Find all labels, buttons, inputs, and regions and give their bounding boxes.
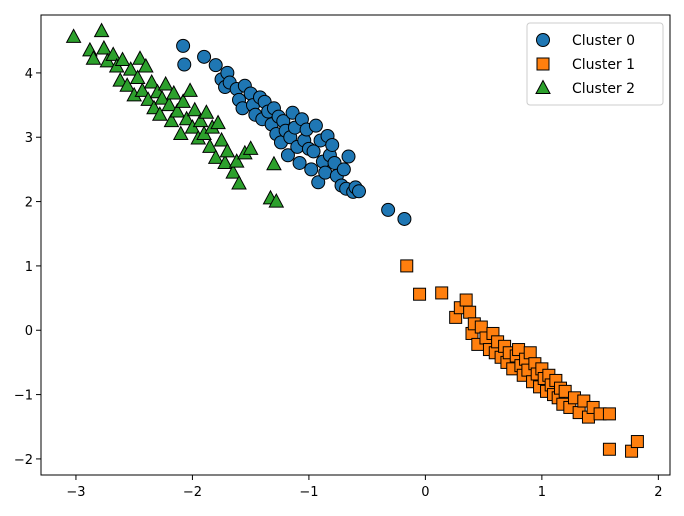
data-point xyxy=(219,142,236,158)
data-point xyxy=(459,293,473,307)
data-point xyxy=(85,50,102,65)
plot-frame xyxy=(40,14,671,476)
data-point xyxy=(129,69,146,85)
data-point xyxy=(474,320,488,334)
data-point xyxy=(151,106,168,121)
y-tick-label: −1 xyxy=(14,389,33,404)
data-point xyxy=(463,305,477,319)
data-point xyxy=(114,51,131,67)
data-point xyxy=(225,164,242,179)
axes: −3 −2 −1 0 1 2 −2 −1 0 1 2 3 4 xyxy=(14,14,671,500)
data-point xyxy=(266,155,282,171)
data-point xyxy=(336,162,351,177)
data-point xyxy=(134,82,151,97)
data-point xyxy=(157,75,174,91)
data-point xyxy=(93,22,110,38)
data-point xyxy=(400,259,414,273)
data-point xyxy=(280,148,295,163)
y-tick-label: 1 xyxy=(25,260,33,275)
data-point xyxy=(169,102,186,118)
data-point xyxy=(175,93,191,108)
data-point xyxy=(217,154,233,169)
data-point xyxy=(325,137,340,152)
data-point xyxy=(132,50,148,65)
series-cluster-0 xyxy=(176,38,412,226)
data-point xyxy=(140,91,157,106)
data-point xyxy=(268,193,285,208)
legend-label: Cluster 0 xyxy=(572,33,635,49)
data-point xyxy=(202,138,218,153)
data-point xyxy=(182,82,198,97)
data-point xyxy=(154,90,170,105)
data-point xyxy=(172,125,189,141)
data-point xyxy=(341,149,356,164)
data-point xyxy=(186,101,203,117)
data-point xyxy=(197,49,212,64)
data-point xyxy=(630,435,644,449)
x-tick-label: −3 xyxy=(66,485,85,500)
y-tick-label: 2 xyxy=(25,196,33,211)
legend-marker-square xyxy=(536,57,550,71)
legend-marker-circle xyxy=(536,33,550,47)
data-point xyxy=(308,118,323,133)
data-point xyxy=(192,112,209,128)
data-point xyxy=(112,72,129,87)
data-point xyxy=(210,114,226,130)
data-point xyxy=(119,77,136,92)
x-tick-label: 1 xyxy=(538,485,546,500)
data-point xyxy=(177,57,192,72)
series-cluster-1 xyxy=(400,259,644,458)
data-point xyxy=(523,346,537,360)
data-point xyxy=(137,57,154,73)
data-point xyxy=(231,175,247,190)
data-point xyxy=(96,39,112,55)
data-point xyxy=(65,28,82,43)
data-point xyxy=(435,286,449,300)
data-point xyxy=(213,131,230,147)
y-tick-label: −2 xyxy=(14,453,33,468)
y-tick-label: 4 xyxy=(25,67,33,82)
series-cluster-2 xyxy=(65,22,285,208)
data-point xyxy=(208,58,223,73)
y-tick-label: 0 xyxy=(25,324,33,339)
data-point xyxy=(242,140,259,155)
data-point xyxy=(105,46,122,61)
data-point xyxy=(311,175,326,190)
legend-label: Cluster 1 xyxy=(572,57,635,73)
x-tick-label: 2 xyxy=(654,485,662,500)
x-tick-label: −1 xyxy=(299,485,318,500)
data-point xyxy=(143,73,160,89)
data-point xyxy=(397,211,412,226)
x-tick-label: −2 xyxy=(183,485,202,500)
data-point xyxy=(207,149,224,164)
data-point xyxy=(292,155,307,170)
data-point xyxy=(161,96,177,112)
data-points xyxy=(65,22,644,458)
data-point xyxy=(163,112,180,128)
data-point xyxy=(198,104,215,119)
data-point xyxy=(602,442,616,456)
data-point xyxy=(306,144,321,159)
data-point xyxy=(228,153,245,168)
data-point xyxy=(165,84,182,100)
data-point xyxy=(176,38,191,53)
data-point xyxy=(122,61,139,76)
data-point xyxy=(351,184,366,199)
data-point xyxy=(304,162,319,177)
data-point xyxy=(602,407,616,421)
legend-box xyxy=(526,22,664,106)
data-point xyxy=(413,287,427,301)
data-point xyxy=(381,202,396,217)
legend-label: Cluster 2 xyxy=(572,81,635,97)
x-tick-label: 0 xyxy=(421,485,429,500)
data-point xyxy=(178,110,195,126)
legend: Cluster 0 Cluster 1 Cluster 2 xyxy=(526,22,664,106)
legend-marker-triangle xyxy=(535,79,551,94)
y-tick-label: 3 xyxy=(25,131,33,146)
